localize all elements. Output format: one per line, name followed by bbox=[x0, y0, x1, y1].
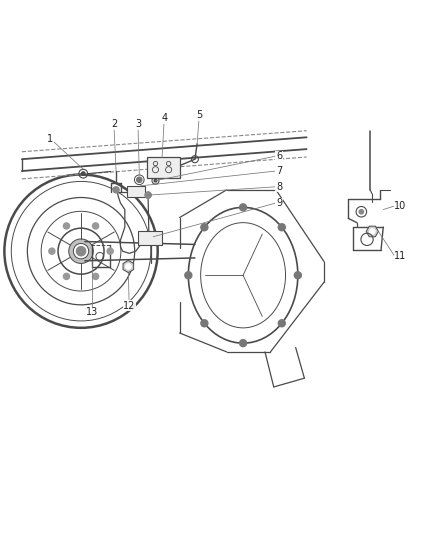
Circle shape bbox=[201, 320, 208, 327]
FancyBboxPatch shape bbox=[147, 157, 180, 179]
Text: 13: 13 bbox=[86, 308, 98, 318]
Circle shape bbox=[64, 223, 70, 229]
Text: 1: 1 bbox=[47, 134, 53, 143]
Circle shape bbox=[76, 247, 86, 256]
Circle shape bbox=[145, 192, 151, 198]
Text: 2: 2 bbox=[111, 119, 117, 129]
Circle shape bbox=[126, 264, 131, 269]
Circle shape bbox=[359, 209, 364, 214]
Text: 3: 3 bbox=[135, 119, 141, 129]
Text: 9: 9 bbox=[276, 198, 282, 208]
Circle shape bbox=[92, 223, 99, 229]
Text: 7: 7 bbox=[276, 166, 282, 176]
FancyBboxPatch shape bbox=[138, 231, 162, 245]
Text: 5: 5 bbox=[196, 110, 202, 120]
Circle shape bbox=[49, 248, 55, 254]
Circle shape bbox=[185, 272, 192, 279]
Text: 8: 8 bbox=[276, 182, 282, 192]
Circle shape bbox=[64, 273, 70, 279]
Text: 10: 10 bbox=[394, 201, 406, 211]
Circle shape bbox=[294, 272, 301, 279]
Circle shape bbox=[370, 229, 375, 234]
Circle shape bbox=[92, 273, 99, 279]
Circle shape bbox=[278, 224, 285, 231]
Circle shape bbox=[69, 239, 93, 263]
Circle shape bbox=[240, 340, 247, 346]
Circle shape bbox=[113, 187, 119, 193]
Circle shape bbox=[278, 320, 285, 327]
Text: 11: 11 bbox=[394, 251, 406, 261]
Text: 12: 12 bbox=[123, 301, 135, 311]
Circle shape bbox=[74, 244, 88, 259]
FancyBboxPatch shape bbox=[127, 185, 145, 197]
Circle shape bbox=[107, 248, 113, 254]
Circle shape bbox=[201, 224, 208, 231]
Circle shape bbox=[81, 172, 85, 175]
Circle shape bbox=[137, 177, 142, 182]
Circle shape bbox=[240, 204, 247, 211]
Circle shape bbox=[154, 179, 157, 182]
Text: 4: 4 bbox=[161, 114, 167, 124]
Text: 6: 6 bbox=[276, 151, 282, 161]
